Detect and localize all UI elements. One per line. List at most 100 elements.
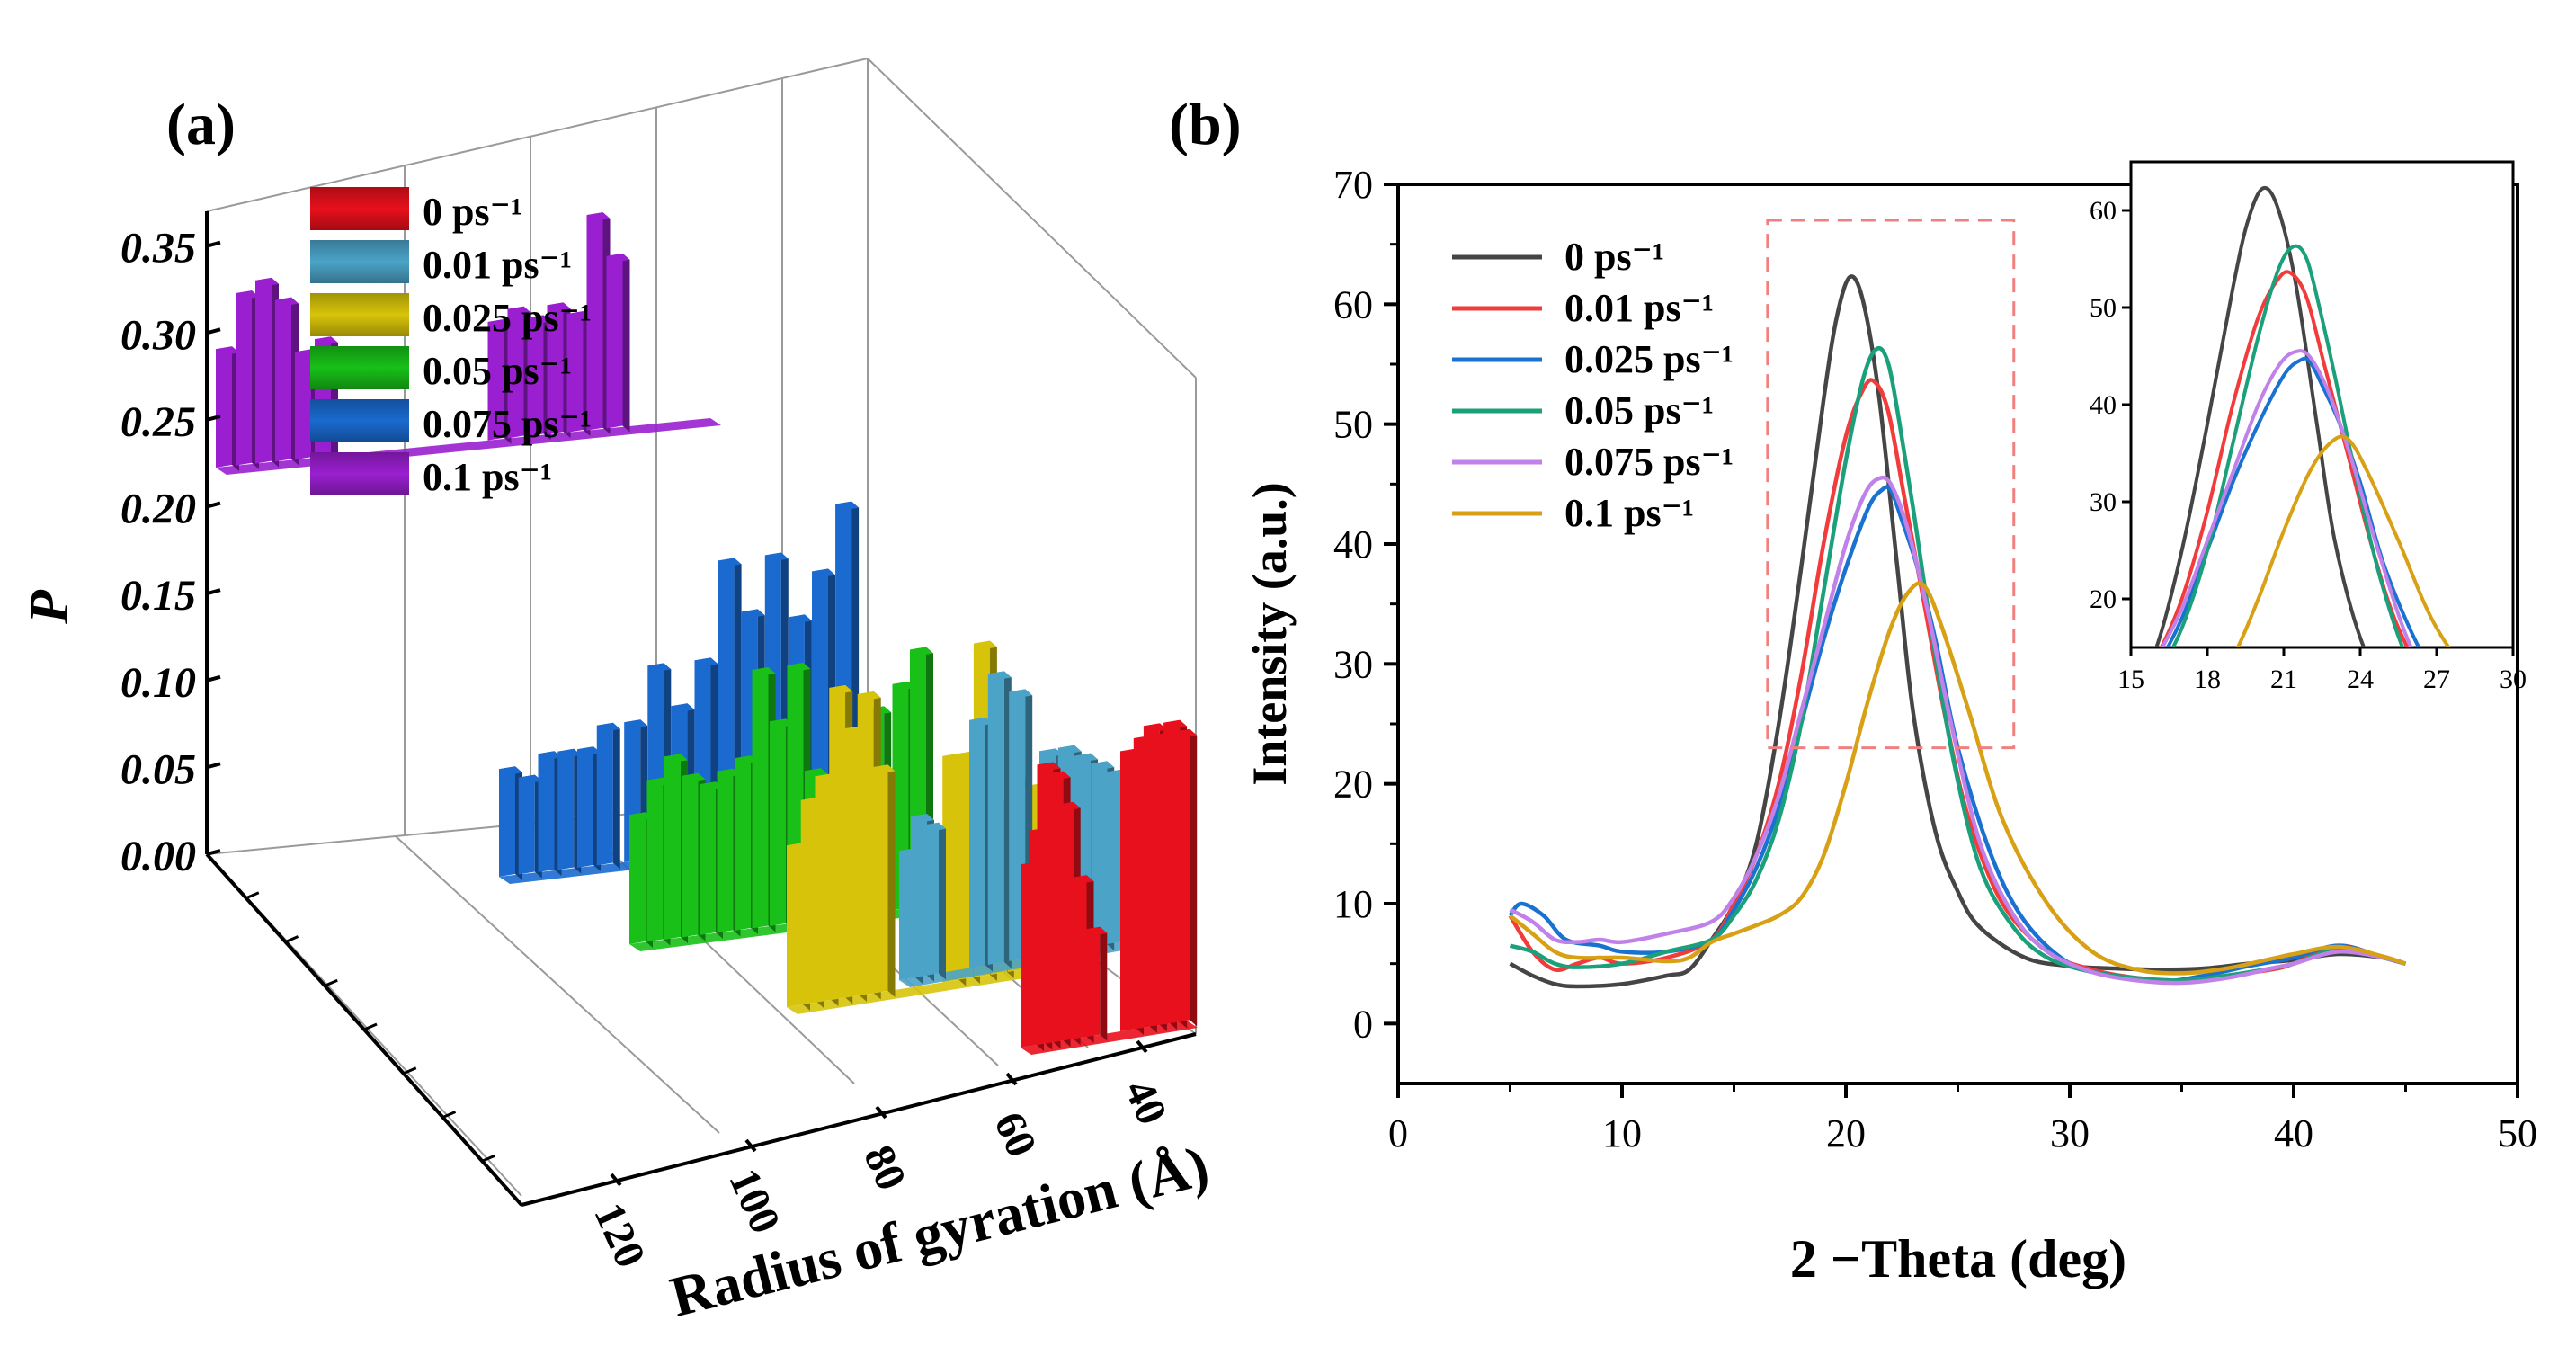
legend-swatch [310,293,409,336]
bar-top [987,671,1012,681]
bar-top [764,552,789,562]
bar [586,212,603,431]
bar [787,843,803,1007]
bar-top [829,685,853,695]
inset-y-tick-label: 20 [2090,584,2117,614]
bar-side [622,253,630,433]
bar-side [887,764,896,997]
bar-top [647,663,672,673]
z-tick [206,674,221,682]
y-tick-label: 40 [1333,522,1373,566]
x-tick-label: 50 [2498,1111,2537,1155]
bar-top [606,253,630,263]
z-tick [206,762,221,770]
radius-tick [610,1173,622,1187]
legend-label: 0.025 ps⁻¹ [1564,337,1734,381]
x-tick-label: 40 [2274,1111,2313,1155]
bar [800,797,817,1005]
z-tick [206,414,221,422]
series-line [1509,274,2407,989]
bar-side [1190,728,1198,1027]
bar-top [1037,762,1061,772]
bar-top [805,768,828,778]
legend-label: 0.01 ps⁻¹ [1564,286,1714,330]
bar [829,685,846,1001]
radius-tick [744,1138,757,1153]
bar [664,754,681,940]
legend-swatch [310,452,409,495]
bar-top [577,746,601,756]
inset-chart: 15 18 21 24 27 30 20 30 40 50 60 [2090,160,2527,694]
bar-top [835,501,860,511]
radius-tick-label: 80 [854,1138,915,1197]
bar-top [216,346,239,356]
y-tick-label: 70 [1333,163,1373,207]
bar-top [315,336,338,346]
y-tick-label: 60 [1333,282,1373,326]
bar [557,748,575,870]
bar-side [939,822,946,980]
bar-top [1143,723,1167,733]
z-tick-label: 0.20 [120,486,196,533]
bar-top [1074,753,1098,763]
bar [547,302,564,435]
floor-tick [363,1022,378,1031]
bar [596,722,613,866]
z-tick-label: 0.35 [120,225,196,272]
z-tick [206,240,221,248]
y-tick-label: 30 [1333,642,1373,686]
bar [518,774,535,875]
bar-top [547,302,571,312]
inset-series-line [2235,434,2451,647]
legend-label: 0 ps⁻¹ [423,190,522,234]
bar-top [857,691,881,701]
bar [507,306,524,439]
bar-top [1091,761,1115,771]
bar [815,773,832,1003]
x-axis-title: 2 −Theta (deg) [1790,1229,2126,1289]
inset-series-line [2165,356,2421,647]
floor-tick [403,1066,417,1075]
radius-tick [1136,1039,1148,1054]
z-tick-label: 0.10 [120,659,196,707]
bar [216,346,232,468]
legend-label: 0.01 ps⁻¹ [423,243,572,287]
bar-top [741,609,765,619]
legend-label: 0.025 ps⁻¹ [423,296,592,340]
bar-top [236,290,259,300]
z-tick-label: 0.00 [120,833,196,880]
y-tick-label: 10 [1333,882,1373,926]
inset-series-line [2170,244,2405,647]
legend-label: 0.05 ps⁻¹ [1564,388,1714,433]
panel-b-label: (b) [1169,92,1242,157]
bar-top [787,662,811,672]
bar-top [1083,926,1108,936]
bar [538,751,555,872]
bar [1070,875,1087,1039]
y-tick-group: 0 10 20 30 40 50 60 70 [1333,163,1398,1046]
floor-tick [245,891,260,900]
bar [770,718,786,926]
legend-label: 0 ps⁻¹ [1564,235,1664,279]
inset-x-tick-label: 18 [2194,665,2221,694]
floor-tick [441,1111,457,1119]
bar-top [1047,771,1071,781]
y-tick-label: 0 [1353,1002,1373,1046]
bar-top [557,748,582,758]
inset-ticks: 15 18 21 24 27 30 20 30 40 50 60 [2090,196,2527,694]
y-tick-label: 20 [1333,763,1373,807]
zoom-region-box [1766,219,2016,750]
z-axis-title: P [19,589,80,625]
bar [577,746,593,868]
legend-swatch [310,399,409,442]
bar-top [718,558,742,567]
bar-top [507,306,531,316]
legend-swatch [310,346,409,389]
inset-x-tick-label: 21 [2270,665,2297,694]
bar [275,297,291,462]
inset-y-tick-label: 50 [2090,293,2117,323]
bar [1104,769,1121,945]
bar [717,768,734,933]
bar [957,751,973,980]
bar [606,253,623,429]
